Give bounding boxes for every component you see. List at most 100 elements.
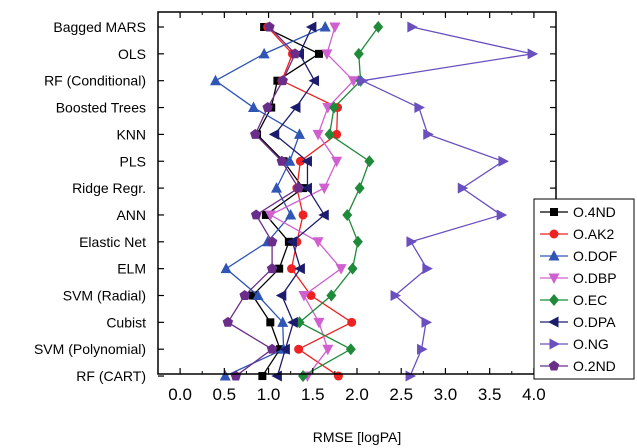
data-point <box>318 209 329 221</box>
data-point <box>250 128 261 139</box>
data-point <box>277 316 289 327</box>
data-point <box>301 182 312 194</box>
data-point <box>276 155 288 166</box>
data-point <box>352 235 363 248</box>
data-point <box>230 370 242 381</box>
data-point <box>314 49 323 58</box>
data-point <box>262 102 273 112</box>
data-point <box>279 343 290 355</box>
data-point <box>222 316 234 327</box>
data-point <box>322 344 334 356</box>
legend-item: O.NG <box>540 336 609 352</box>
legend-swatch-marker <box>548 250 560 261</box>
data-point <box>258 372 267 381</box>
data-point <box>335 264 347 275</box>
data-point <box>345 343 356 356</box>
data-point <box>268 128 280 140</box>
legend-item: O.DOF <box>540 248 617 264</box>
x-tick-label: 4.0 <box>522 385 546 404</box>
x-tick-label: 0.0 <box>168 385 192 404</box>
data-point <box>220 262 232 274</box>
data-point <box>312 129 324 141</box>
data-point <box>305 21 317 33</box>
data-point <box>324 128 335 141</box>
legend-label: O.4ND <box>573 204 616 220</box>
data-point <box>357 75 369 87</box>
legend-label: O.DOF <box>573 248 617 264</box>
data-point <box>347 76 359 87</box>
series-O.2ND <box>222 21 304 381</box>
y-tick-label: PLS <box>120 153 146 169</box>
series-O.DOF <box>209 21 331 381</box>
legend-items: O.4ND O.AK2 O.DOF O.DBP O.EC O.DPA O.NG O.2ND <box>540 204 617 374</box>
series-line <box>360 26 533 377</box>
legend-item: O.DBP <box>540 270 617 286</box>
data-point <box>298 370 309 383</box>
y-tick-label: Boosted Trees <box>56 100 146 116</box>
legend-swatch-marker <box>550 208 558 216</box>
y-tick-label: Ridge Regr. <box>72 180 146 196</box>
data-point <box>294 263 305 275</box>
legend-item: O.AK2 <box>540 226 614 242</box>
data-point <box>321 49 333 60</box>
data-point <box>301 155 312 167</box>
data-point <box>266 343 278 354</box>
data-point <box>209 74 221 86</box>
data-point <box>313 317 325 329</box>
data-point <box>285 208 297 220</box>
legend-label: O.NG <box>573 336 609 352</box>
y-tick-label: SVM (Polynomial) <box>34 341 146 357</box>
data-point <box>329 22 341 33</box>
x-tick-label: 1.0 <box>257 385 281 404</box>
data-point <box>277 75 288 86</box>
y-tick-label: Elastic Net <box>79 234 146 250</box>
data-point <box>422 263 433 275</box>
data-point <box>271 370 282 382</box>
data-point <box>318 183 330 195</box>
legend-item: O.2ND <box>540 358 616 374</box>
y-tick-label: OLS <box>118 46 146 62</box>
series-line <box>298 26 379 377</box>
data-point <box>319 21 331 32</box>
data-point <box>496 209 508 221</box>
data-point <box>390 290 402 301</box>
data-point <box>331 156 343 168</box>
legend-swatch-marker <box>548 316 559 328</box>
data-point <box>287 264 297 274</box>
data-point <box>250 209 262 220</box>
data-point <box>289 102 301 114</box>
data-point <box>322 103 334 114</box>
data-point <box>275 290 287 301</box>
data-point <box>271 182 283 193</box>
data-point <box>298 210 308 220</box>
data-point <box>421 316 432 328</box>
legend-swatch-marker <box>548 360 560 371</box>
data-point <box>347 317 357 327</box>
data-point <box>266 236 278 247</box>
data-point <box>342 208 353 221</box>
y-tick-label: KNN <box>116 126 146 142</box>
y-tick-label: RF (CART) <box>76 368 146 384</box>
legend-item: O.4ND <box>540 204 616 220</box>
series-line <box>251 26 321 377</box>
data-point <box>329 101 340 114</box>
legend-item: O.DPA <box>540 314 616 330</box>
data-point <box>326 289 337 302</box>
data-point <box>239 290 250 300</box>
data-point <box>286 236 297 248</box>
data-point <box>373 21 384 33</box>
legend-swatch-marker <box>549 229 559 239</box>
data-point <box>457 182 469 194</box>
y-tick-label: Bagged MARS <box>53 19 146 35</box>
data-point <box>248 101 260 113</box>
data-point <box>527 48 539 60</box>
x-tick-label: 3.5 <box>478 385 502 404</box>
x-axis-title: RMSE [logPA] <box>313 429 401 445</box>
data-point <box>364 155 375 168</box>
series-layer <box>209 21 539 383</box>
data-point <box>284 155 296 166</box>
data-point <box>261 210 270 219</box>
data-point <box>414 102 425 114</box>
data-point <box>264 21 275 32</box>
